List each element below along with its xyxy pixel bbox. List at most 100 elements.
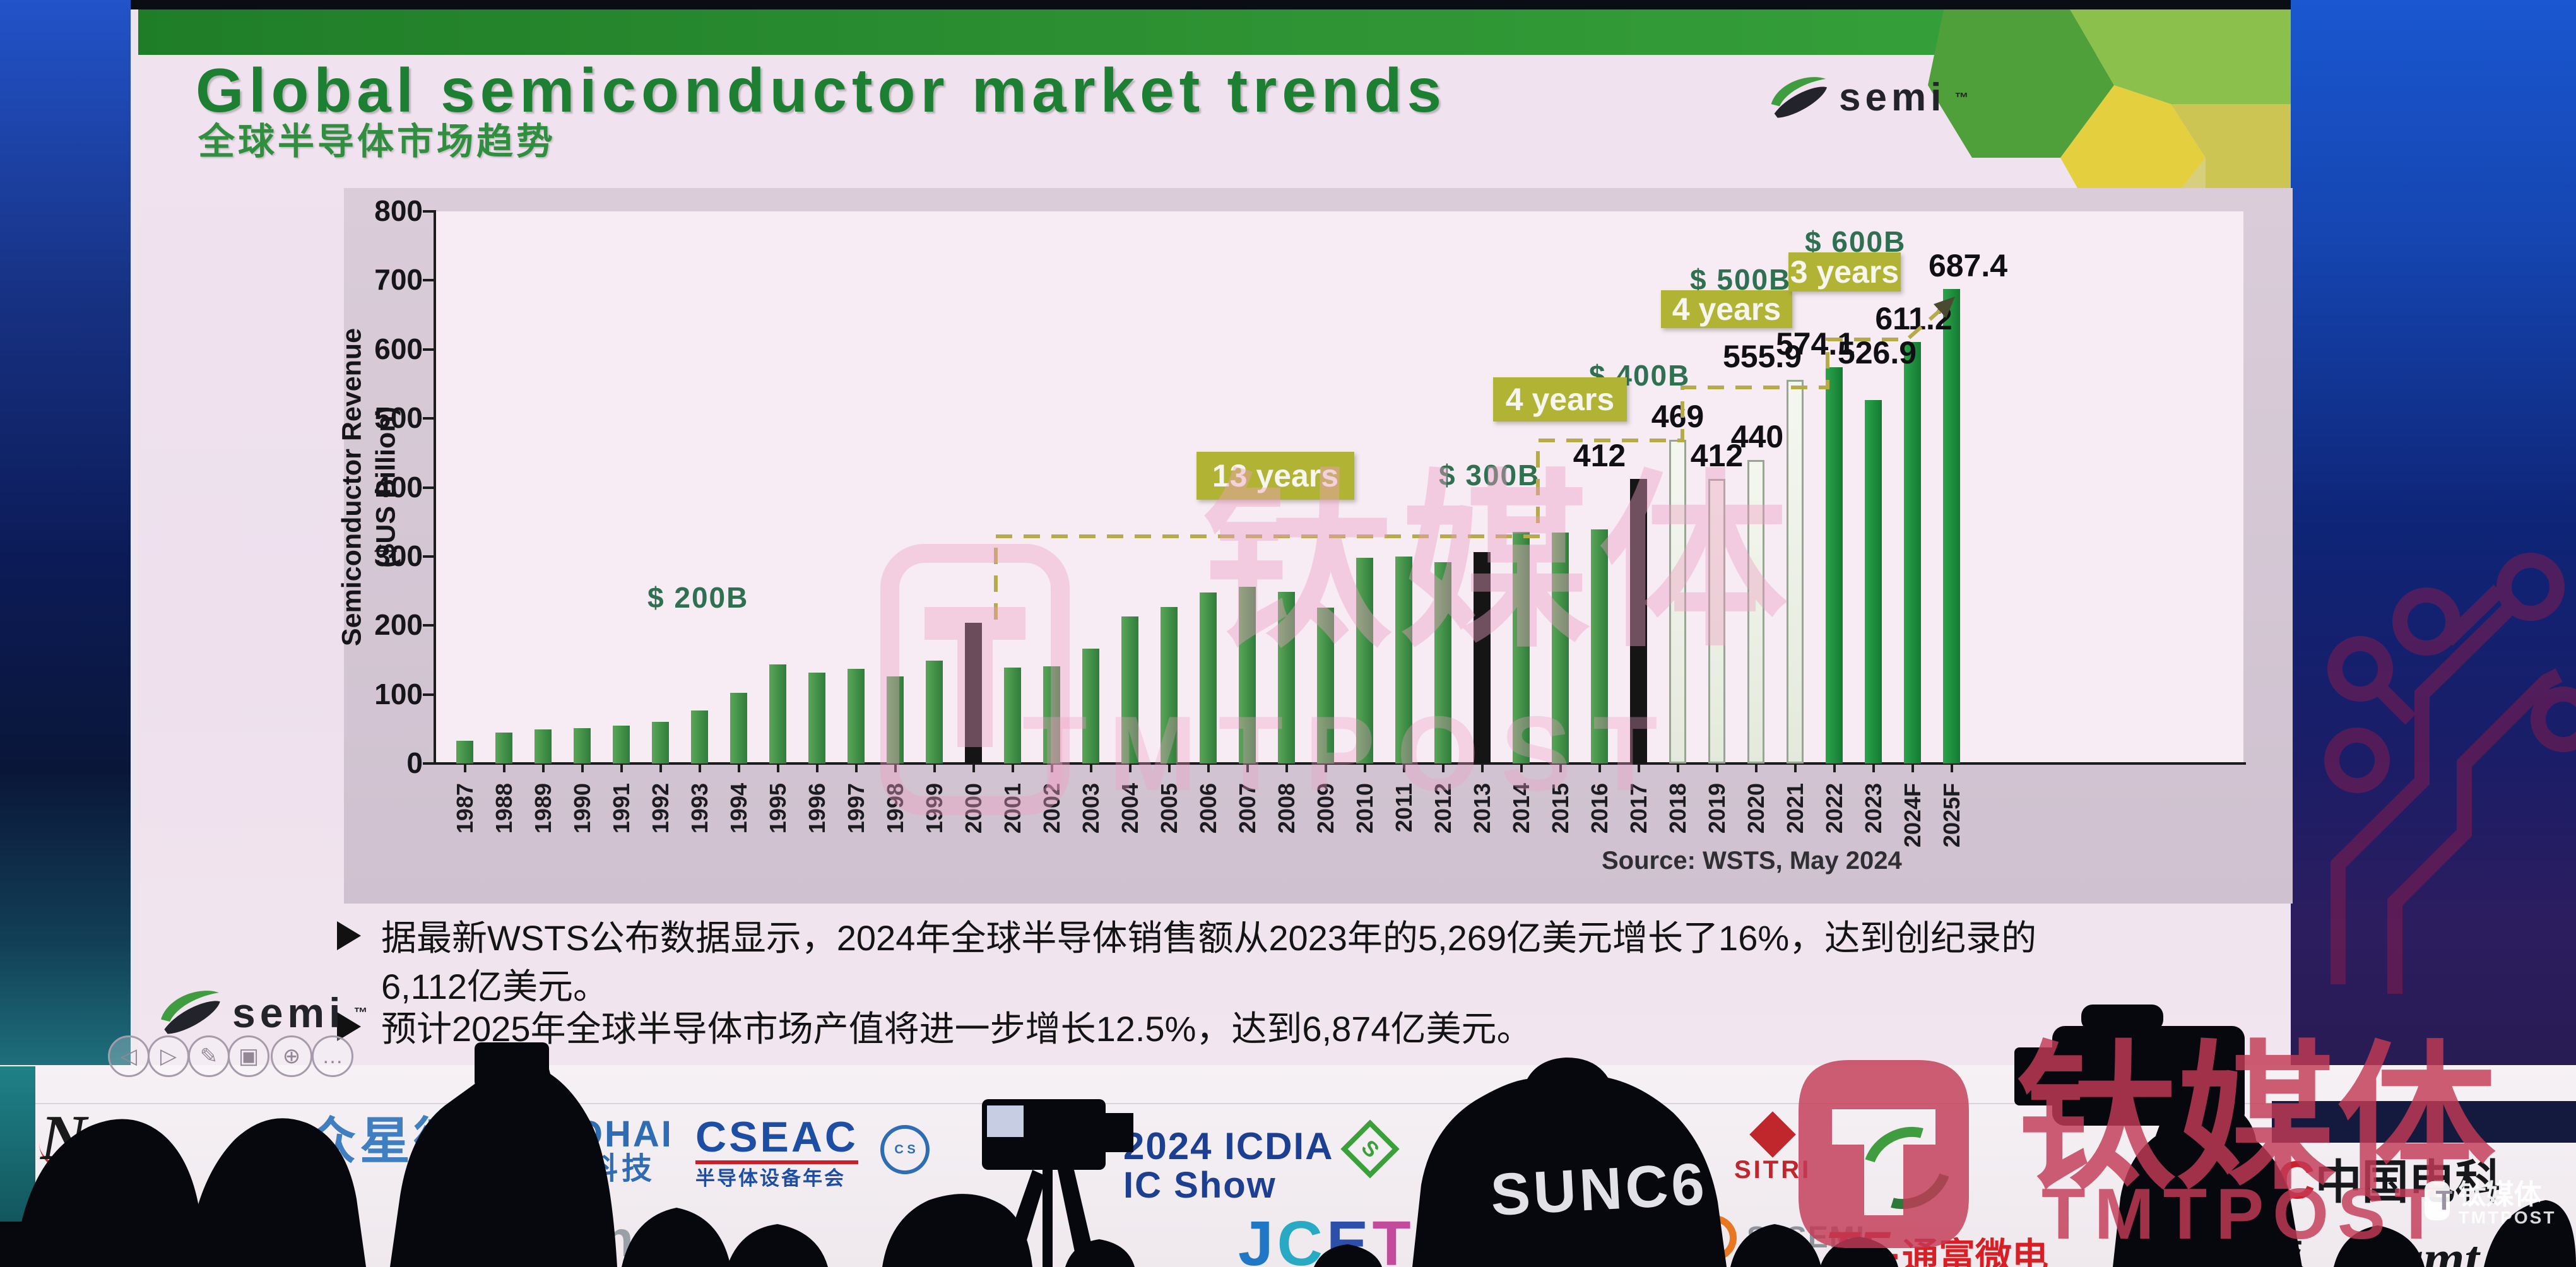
x-tick-mark — [620, 763, 623, 772]
y-tick-mark — [423, 693, 434, 696]
x-tick-mark — [1363, 763, 1366, 772]
semi-logo-tm: ™ — [353, 1005, 368, 1020]
x-tick-mark — [1715, 763, 1718, 772]
logo-letter: J — [1238, 1208, 1277, 1267]
y-tick-mark — [423, 762, 434, 765]
tmtpost-mini-logo: 钛媒体 TMTPOST — [2425, 1181, 2576, 1227]
x-tick-mark — [737, 763, 740, 772]
semi-swoosh-icon — [1771, 77, 1827, 118]
bullet-row-1: 据最新WSTS公布数据显示，2024年全球半导体销售额从2023年的5,269亿… — [337, 914, 2136, 1011]
bar-1987 — [456, 740, 473, 763]
bar-2003 — [1082, 649, 1099, 763]
x-tick-mark — [1520, 763, 1523, 772]
bar-2005 — [1161, 606, 1178, 763]
x-tick-mark — [854, 763, 858, 772]
x-tick-label-1997: 1997 — [842, 783, 869, 834]
bar-1997 — [848, 669, 865, 763]
bar-value-label-2024F: 611.2 — [1875, 300, 1953, 336]
x-tick-label-1996: 1996 — [803, 783, 830, 834]
slide-subtitle-chinese: 全球半导体市场趋势 — [198, 121, 557, 162]
sponsor-logo-text-cseac: CSEAC 半导体设备年会 — [695, 1115, 859, 1189]
presenter-control-zoom-tool[interactable]: ⊕ — [271, 1035, 312, 1077]
bullet-text-1: 据最新WSTS公布数据显示，2024年全球半导体销售额从2023年的5,269亿… — [381, 918, 2037, 1007]
bullet-arrow-icon — [337, 1012, 361, 1041]
bullet-arrow-icon — [337, 921, 361, 950]
x-tick-mark — [972, 763, 975, 772]
y-tick-mark — [423, 417, 434, 420]
y-tick-label-200: 200 — [374, 608, 423, 642]
y-axis-line — [434, 210, 436, 765]
x-tick-mark — [581, 763, 584, 772]
bar-1994 — [730, 693, 747, 763]
bar-1991 — [613, 725, 630, 763]
presenter-control-next-slide[interactable]: ▷ — [148, 1035, 189, 1077]
x-tick-mark — [1950, 763, 1953, 772]
milestone-money-label-3: $ 500B — [1690, 263, 1792, 296]
logo-main-text: SITRI — [1734, 1156, 1812, 1184]
x-axis-line — [434, 762, 2246, 765]
tmtpost-mini-box-icon — [2425, 1181, 2463, 1220]
y-tick-label-800: 800 — [374, 194, 423, 227]
x-tick-label-2025F: 2025F — [1938, 783, 1964, 848]
x-tick-mark — [1754, 763, 1758, 772]
bullet-row-2: 预计2025年全球半导体市场产值将进一步增长12.5%，达到6,874亿美元。 — [337, 1005, 2136, 1053]
y-tick-mark — [423, 624, 434, 627]
shirt-print-text: SUNC6 — [1489, 1150, 1710, 1228]
sponsor-logo-cseac: CSEAC 半导体设备年会 — [695, 1115, 859, 1189]
x-tick-mark — [541, 763, 545, 772]
semi-logo-bottom: semi ™ — [157, 984, 367, 1041]
bar-1992 — [652, 722, 669, 763]
semi-logo-text: semi — [1839, 76, 1946, 119]
x-tick-mark — [1207, 763, 1210, 772]
bar-value-label-2023: 526.9 — [1837, 334, 1917, 370]
x-tick-mark — [815, 763, 818, 772]
logo-main-text: 2024 ICDIA — [1123, 1125, 1334, 1167]
tmtpost-watermark-en-red: TMTPOST — [2041, 1174, 2447, 1254]
bar-2008 — [1278, 591, 1295, 763]
y-tick-label-500: 500 — [374, 401, 423, 435]
x-tick-mark — [1128, 763, 1131, 772]
bar-2000 — [965, 622, 982, 763]
bar-1998 — [887, 676, 904, 763]
milestone-money-label-4: $ 600B — [1805, 225, 1906, 258]
bar-1996 — [808, 672, 825, 763]
presenter-control-slides-panel[interactable]: ▣ — [228, 1035, 269, 1077]
bar-2001 — [1004, 667, 1021, 763]
presenter-control-pen-tool[interactable]: ✎ — [188, 1035, 230, 1077]
y-tick-mark — [423, 210, 434, 213]
bar-2006 — [1200, 592, 1217, 763]
milestone-span-box-3: 3 years — [1788, 252, 1901, 292]
x-tick-mark — [1872, 763, 1875, 772]
logo-main-text: CSEAC — [695, 1115, 859, 1165]
y-tick-label-300: 300 — [374, 539, 423, 572]
presenter-control-more-options[interactable]: … — [312, 1035, 353, 1077]
y-tick-label-100: 100 — [374, 677, 423, 710]
x-tick-label-1989: 1989 — [529, 783, 556, 834]
wall-seam-line — [35, 1103, 2282, 1104]
y-tick-label-0: 0 — [406, 746, 423, 779]
x-tick-mark — [1324, 763, 1327, 772]
x-tick-mark — [894, 763, 897, 772]
bar-1988 — [495, 732, 512, 763]
x-tick-mark — [1480, 763, 1484, 772]
x-tick-label-1990: 1990 — [569, 783, 595, 834]
x-tick-mark — [1441, 763, 1445, 772]
x-tick-label-1988: 1988 — [490, 783, 517, 834]
x-tick-mark — [1793, 763, 1797, 772]
tmtpost-watermark-en-pink: TMTPOST — [1022, 694, 1679, 813]
bar-1999 — [926, 661, 943, 763]
bar-2024F — [1904, 341, 1921, 763]
tmtpost-mini-en: TMTPOST — [2458, 1208, 2556, 1227]
x-tick-mark — [1402, 763, 1405, 772]
bar-2023 — [1865, 399, 1882, 763]
x-tick-mark — [463, 763, 466, 772]
x-tick-mark — [1285, 763, 1288, 772]
circuit-pattern-decor — [2324, 553, 2576, 994]
x-tick-mark — [1089, 763, 1092, 772]
x-tick-mark — [1911, 763, 1914, 772]
logo-sub-text: IC Show — [1123, 1165, 1277, 1206]
y-tick-mark — [423, 555, 434, 558]
x-tick-label-1994: 1994 — [725, 783, 752, 834]
x-tick-label-1987: 1987 — [451, 783, 478, 834]
slide-title: Global semiconductor market trends — [196, 56, 1446, 125]
